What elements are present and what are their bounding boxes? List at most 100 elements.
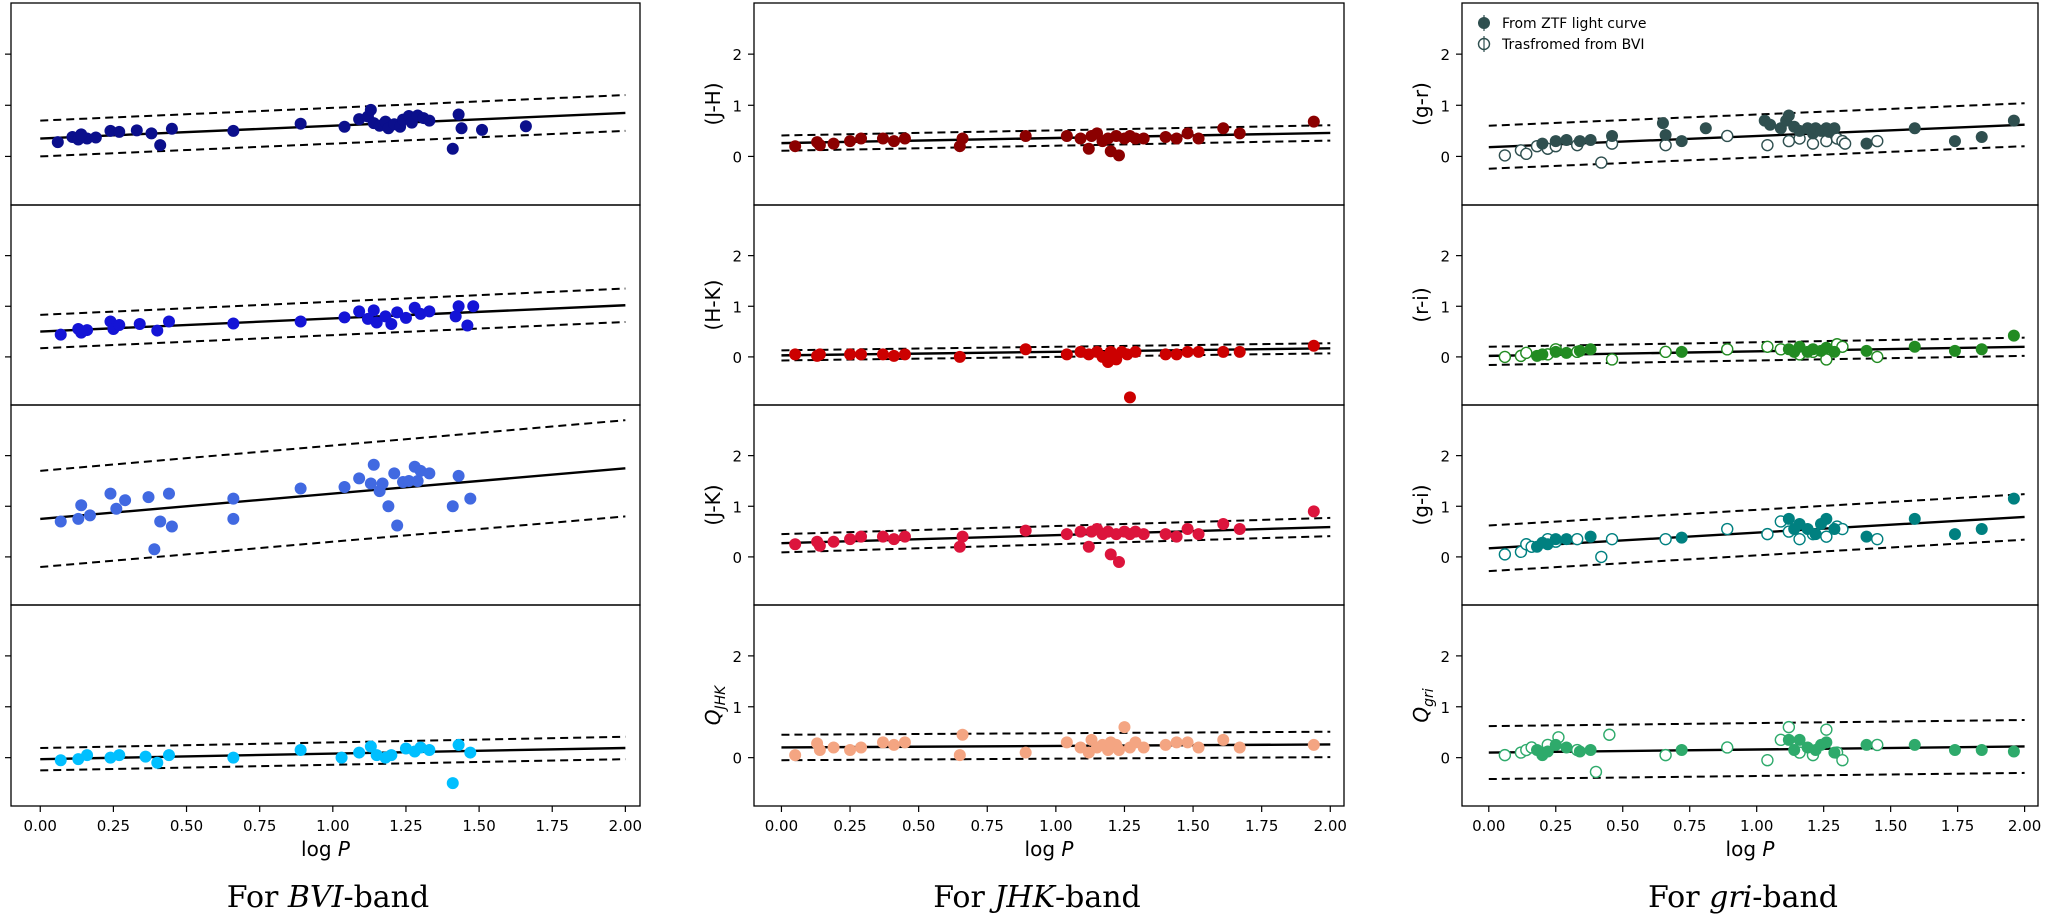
filled-point <box>1307 339 1320 352</box>
filled-point <box>1233 523 1246 536</box>
filled-point <box>154 139 167 152</box>
filled-point <box>227 124 240 137</box>
x-tick-label: 1.75 <box>536 817 569 835</box>
upper-bound-line <box>1488 336 2025 348</box>
x-tick-label: 2.00 <box>609 817 642 835</box>
x-tick-label: 1.00 <box>1039 817 1072 835</box>
filled-point <box>876 132 889 145</box>
caption-jhk: For JHK-band <box>933 880 1141 915</box>
open-point <box>1659 345 1672 359</box>
filled-point <box>1948 744 1961 757</box>
filled-point <box>1019 129 1032 142</box>
y-tick-label: 2 <box>732 648 742 666</box>
panel-frame <box>1461 204 2039 406</box>
panel-frame <box>753 204 1345 406</box>
filled-point <box>1137 132 1150 145</box>
open-point <box>1520 147 1533 161</box>
filled-point <box>476 123 489 136</box>
filled-point <box>1560 134 1573 147</box>
filled-point <box>464 746 477 759</box>
filled-point <box>1549 135 1562 148</box>
x-tick-label: 0.50 <box>170 817 203 835</box>
filled-point <box>1908 122 1921 135</box>
filled-point <box>1908 340 1921 353</box>
y-axis-label: (g-i) <box>1409 484 1433 525</box>
lower-bound-line <box>40 129 626 158</box>
panel-frame <box>1461 604 2039 807</box>
filled-point <box>1082 142 1095 155</box>
filled-point <box>789 538 802 551</box>
filled-point <box>1860 137 1873 150</box>
y-tick-label: 1 <box>732 699 742 717</box>
filled-point <box>446 142 459 155</box>
x-axis-label: log P <box>301 837 351 861</box>
x-tick-label: 1.00 <box>1740 817 1773 835</box>
filled-point <box>1793 733 1806 746</box>
filled-point <box>1181 127 1194 140</box>
filled-point <box>446 500 459 513</box>
filled-point <box>1788 744 1801 757</box>
y-axis-label: (J-H) <box>701 82 725 125</box>
filled-point <box>1828 345 1841 358</box>
filled-point <box>827 137 840 150</box>
y-tick-label: 0 <box>1440 148 1450 166</box>
filled-point <box>1129 345 1142 358</box>
filled-point <box>1860 738 1873 751</box>
filled-point <box>104 124 117 137</box>
filled-point <box>813 539 826 552</box>
y-tick-label: 0 <box>732 750 742 768</box>
plot-area <box>40 287 626 350</box>
open-point <box>1793 532 1806 546</box>
open-point <box>1589 765 1603 779</box>
y-tick-label: 2 <box>1440 248 1450 266</box>
fit-line <box>40 467 626 521</box>
filled-point <box>1828 746 1841 759</box>
upper-bound-line <box>1488 493 2025 527</box>
filled-point <box>294 482 307 495</box>
filled-point <box>1019 524 1032 537</box>
x-tick-label: 1.50 <box>1176 817 1209 835</box>
upper-bound-line <box>781 124 1331 137</box>
x-axis-label-main: log <box>1025 837 1062 861</box>
filled-point <box>423 114 436 127</box>
filled-point <box>1112 744 1125 757</box>
y-tick-label: 2 <box>1440 46 1450 64</box>
filled-point <box>789 348 802 361</box>
filled-point <box>1828 122 1841 135</box>
filled-point <box>1560 741 1573 754</box>
filled-point <box>1181 345 1194 358</box>
open-point <box>1659 748 1672 762</box>
upper-bound-line <box>781 730 1331 736</box>
filled-point <box>1908 738 1921 751</box>
filled-point <box>75 128 88 141</box>
filled-point <box>789 140 802 153</box>
filled-point <box>1975 523 1988 536</box>
y-tick-label: 2 <box>732 248 742 266</box>
panel-frame <box>1461 2 2039 206</box>
filled-point <box>1560 533 1573 546</box>
open-point <box>1871 738 1884 752</box>
filled-point <box>1217 733 1230 746</box>
filled-point <box>110 502 123 515</box>
filled-point <box>367 458 380 471</box>
panel-1: 012(V-I) <box>5 204 641 406</box>
filled-point <box>2007 745 2020 758</box>
filled-point <box>1129 132 1142 145</box>
filled-point <box>452 738 465 751</box>
filled-point <box>1606 129 1619 142</box>
open-point <box>1721 129 1734 143</box>
y-tick-label: 0 <box>732 148 742 166</box>
y-tick-label: 1 <box>732 498 742 516</box>
filled-point <box>1656 117 1669 130</box>
open-point <box>1838 137 1852 150</box>
filled-point <box>338 311 351 324</box>
filled-point <box>353 305 366 318</box>
open-point <box>1595 550 1608 564</box>
panel-2: 012(B-I) <box>5 404 641 606</box>
filled-point <box>1584 744 1597 757</box>
filled-point <box>876 736 889 749</box>
open-point <box>1871 350 1884 364</box>
filled-point <box>898 348 911 361</box>
x-tick-label: 0.75 <box>971 817 1004 835</box>
